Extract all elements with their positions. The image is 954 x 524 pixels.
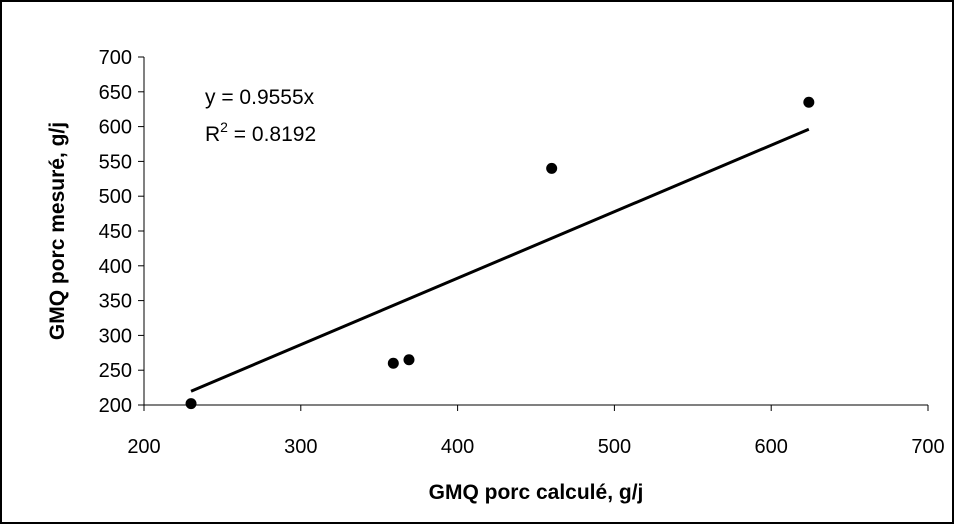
- x-tick-label: 200: [127, 436, 160, 458]
- x-tick-label: 300: [284, 436, 317, 458]
- axes: [143, 57, 928, 406]
- y-tick-label: 600: [99, 117, 132, 139]
- y-tick-label: 350: [99, 291, 132, 313]
- data-points: [185, 96, 815, 410]
- x-tick-label: 500: [598, 436, 631, 458]
- trendline-path: [190, 127, 810, 393]
- data-point: [387, 357, 399, 369]
- y-tick-label: 400: [99, 256, 132, 278]
- y-tick-label: 500: [99, 186, 132, 208]
- y-tick-label: 250: [99, 360, 132, 382]
- x-tick-label: 400: [441, 436, 474, 458]
- data-point: [546, 162, 558, 174]
- data-point: [185, 398, 197, 410]
- trendline: [190, 127, 810, 393]
- x-axis-title: GMQ porc calculé, g/j: [429, 481, 644, 504]
- x-tick-label: 700: [911, 436, 944, 458]
- y-tick-label: 550: [99, 151, 132, 173]
- data-point: [803, 96, 815, 108]
- y-tick-label: 650: [99, 82, 132, 104]
- ticks: 200 250 300 350 400 450 500 550 600 650 700 200 300 4…: [99, 47, 945, 458]
- x-tick-label: 600: [755, 436, 788, 458]
- y-axis-title: GMQ porc mesuré, g/j: [46, 122, 69, 340]
- trendline-equation: y = 0.9555x: [205, 86, 315, 109]
- y-tick-label: 700: [99, 47, 132, 69]
- r-squared-label: R2 = 0.8192: [205, 119, 316, 146]
- y-tick-label: 300: [99, 325, 132, 347]
- r-squared-value: = 0.8192: [228, 123, 316, 146]
- data-point: [403, 354, 415, 366]
- y-tick-label: 450: [99, 221, 132, 243]
- y-tick-label: 200: [99, 395, 132, 417]
- r-squared-prefix: R: [205, 123, 220, 146]
- r-squared-exponent: 2: [220, 119, 228, 135]
